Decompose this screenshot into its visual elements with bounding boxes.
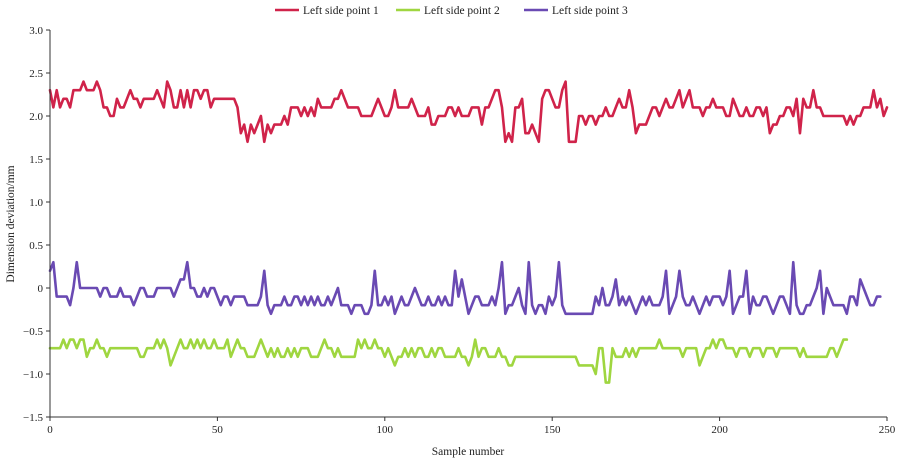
x-tick-label: 150: [544, 424, 561, 436]
y-tick-label: 0: [38, 283, 44, 295]
series-layer: [48, 80, 889, 384]
y-tick-label: 1.5: [29, 154, 43, 166]
x-tick-label: 100: [377, 424, 394, 436]
y-tick-label: 3.0: [29, 25, 43, 37]
x-tick-label: 50: [212, 424, 224, 436]
y-axis-title: Dimension deviation/mm: [5, 165, 17, 282]
series-line-2: [48, 338, 849, 384]
x-tick-label: 0: [47, 424, 53, 436]
y-tick-label: −0.5: [23, 326, 43, 338]
x-tick-label: 250: [879, 424, 896, 436]
legend-label-3: Left side point 3: [552, 5, 628, 17]
series-line-1: [48, 80, 889, 144]
y-tick-label: −1.0: [23, 369, 43, 381]
y-tick-label: 2.0: [29, 111, 43, 123]
y-ticks: −1.5 −1.0 −0.5 0 0.5 1.0 1.5 2.0 2.5 3.0: [23, 25, 50, 424]
y-tick-label: 2.5: [29, 68, 43, 80]
y-tick-label: −1.5: [23, 412, 43, 424]
legend-label-1: Left side point 1: [303, 5, 379, 17]
x-tick-label: 200: [711, 424, 728, 436]
legend: Left side point 1 Left side point 2 Left s…: [275, 5, 628, 17]
x-axis-title: Sample number: [432, 446, 505, 458]
legend-label-2: Left side point 2: [424, 5, 500, 17]
axes: [49, 30, 887, 418]
y-tick-label: 1.0: [29, 197, 43, 209]
y-tick-label: 0.5: [29, 240, 43, 252]
x-ticks: 0 50 100 150 200 250: [47, 417, 896, 436]
series-line-3: [48, 260, 882, 316]
